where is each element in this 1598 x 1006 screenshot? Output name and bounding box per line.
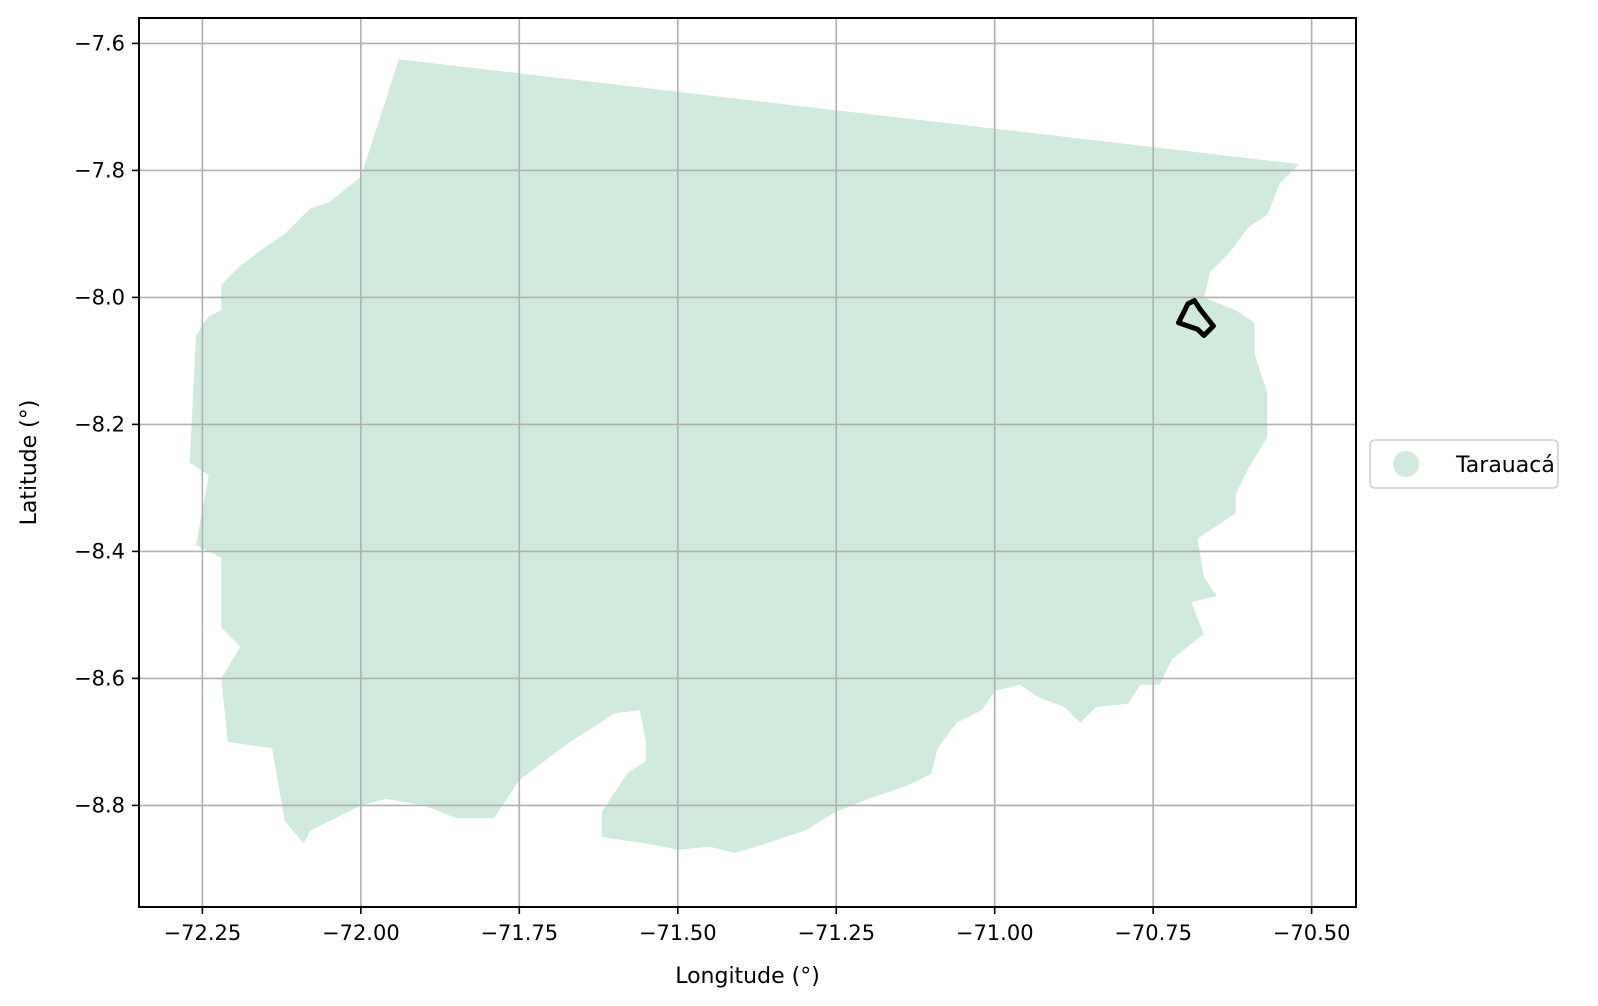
y-tick-label: −8.8 — [74, 793, 125, 817]
y-tick-label: −7.8 — [74, 158, 125, 182]
y-tick-label: −7.6 — [74, 31, 125, 55]
region-tarauaca — [189, 59, 1300, 854]
x-tick-label: −71.25 — [797, 921, 875, 945]
tick-marks: −72.25 −72.00 −71.75 −71.50 −71.25 −71.00 −70.… — [74, 31, 1350, 945]
location-marker — [1176, 298, 1216, 338]
legend-swatch — [1393, 451, 1419, 477]
grid-lines — [139, 18, 1356, 907]
y-tick-label: −8.0 — [74, 285, 125, 309]
plot-frame — [138, 17, 1357, 908]
x-tick-label: −71.75 — [480, 921, 558, 945]
x-axis-label: Longitude (°) — [675, 964, 820, 989]
x-tick-label: −71.50 — [639, 921, 717, 945]
region-layer — [189, 59, 1300, 854]
y-tick-label: −8.4 — [74, 539, 125, 563]
marker-layer — [1176, 298, 1216, 338]
x-tick-label: −72.25 — [164, 921, 242, 945]
x-tick-label: −70.75 — [1114, 921, 1192, 945]
y-axis-label: Latitude (°) — [17, 400, 42, 526]
legend: Tarauacá — [1369, 439, 1559, 489]
legend-label-tarauaca: Tarauacá — [1455, 453, 1555, 478]
x-tick-label: −70.50 — [1273, 921, 1351, 945]
x-tick-label: −72.00 — [322, 921, 400, 945]
y-tick-label: −8.6 — [74, 666, 125, 690]
x-tick-label: −71.00 — [956, 921, 1034, 945]
legend-box — [1369, 439, 1559, 489]
y-tick-label: −8.2 — [74, 412, 125, 436]
